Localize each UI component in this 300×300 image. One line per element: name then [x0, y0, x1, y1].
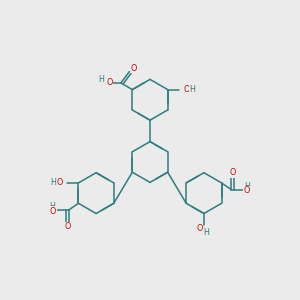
Text: O: O: [64, 222, 70, 231]
Text: O: O: [230, 168, 236, 177]
Text: H: H: [98, 76, 104, 85]
Text: H: H: [190, 85, 195, 94]
Text: O: O: [244, 186, 250, 195]
Text: O: O: [183, 85, 190, 94]
Text: H: H: [245, 182, 250, 191]
Text: H: H: [50, 202, 55, 211]
Text: H: H: [51, 178, 56, 188]
Text: O: O: [106, 79, 113, 88]
Text: O: O: [130, 64, 136, 73]
Text: O: O: [196, 224, 203, 233]
Text: O: O: [56, 178, 63, 188]
Text: O: O: [50, 207, 56, 216]
Text: H: H: [203, 228, 209, 237]
